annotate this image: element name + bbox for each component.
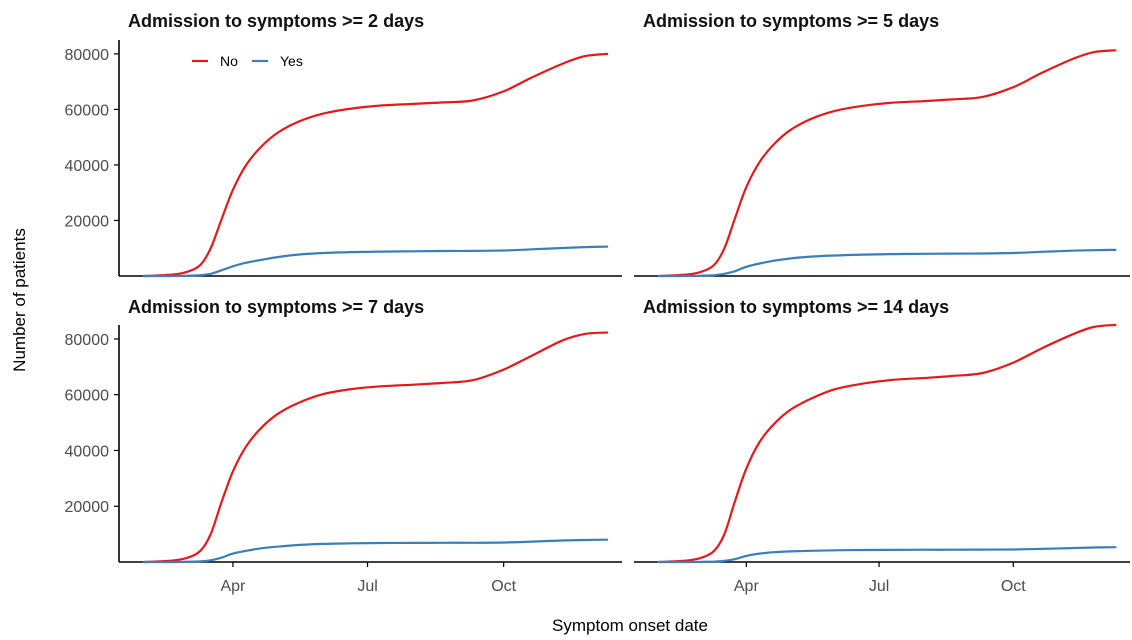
panel-1: Admission to symptoms >= 2 days 20000 4000…	[65, 11, 622, 278]
y-axis-title: Number of patients	[10, 228, 29, 372]
series-line-no	[143, 52, 609, 278]
x-axis-title: Symptom onset date	[552, 616, 708, 635]
x-tick-label: Oct	[491, 578, 516, 595]
panel-3: Admission to symptoms >= 7 days 20000 4000…	[65, 297, 622, 595]
legend-label-no: No	[220, 53, 238, 69]
y-tick-label: 80000	[65, 47, 110, 64]
x-tick-label: Oct	[1001, 578, 1026, 595]
y-tick-label: 40000	[65, 443, 110, 460]
panels-container: Admission to symptoms >= 2 days 20000 4000…	[65, 11, 1130, 595]
y-tick-label: 60000	[65, 102, 110, 119]
series-line-yes	[657, 248, 1117, 278]
legend: No Yes	[192, 53, 303, 69]
panel-title: Admission to symptoms >= 5 days	[643, 11, 939, 31]
panel-title: Admission to symptoms >= 7 days	[128, 297, 424, 317]
y-tick-label: 20000	[65, 213, 110, 230]
y-tick-label: 60000	[65, 388, 110, 405]
x-tick-label: Jul	[869, 578, 889, 595]
legend-label-yes: Yes	[280, 53, 303, 69]
panel-4: Admission to symptoms >= 14 days Apr Jul Oc…	[634, 297, 1130, 595]
series-line-yes	[143, 538, 609, 564]
y-tick-label: 80000	[65, 332, 110, 349]
x-tick-label: Apr	[734, 578, 760, 595]
y-tick-label: 20000	[65, 499, 110, 516]
x-tick-label: Jul	[357, 578, 377, 595]
panel-2: Admission to symptoms >= 5 days	[634, 11, 1130, 278]
panel-title: Admission to symptoms >= 14 days	[643, 297, 949, 317]
y-tick-label: 40000	[65, 158, 110, 175]
series-line-no	[143, 331, 609, 564]
series-line-no	[657, 49, 1117, 278]
series-line-no	[657, 323, 1117, 564]
series-line-yes	[657, 546, 1117, 564]
series-line-yes	[143, 245, 609, 278]
panel-title: Admission to symptoms >= 2 days	[128, 11, 424, 31]
x-tick-label: Apr	[220, 578, 246, 595]
